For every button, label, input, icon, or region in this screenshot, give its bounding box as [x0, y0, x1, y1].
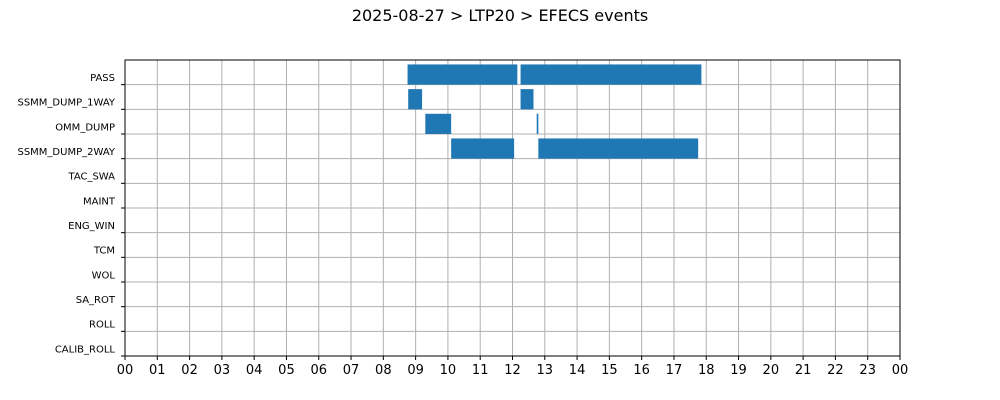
event-bar-ssmm-dump-1way — [408, 89, 423, 110]
x-tick-label: 00 — [117, 363, 134, 378]
x-tick-label: 04 — [246, 363, 263, 378]
x-tick-label: 07 — [343, 363, 360, 378]
x-tick-label: 20 — [763, 363, 780, 378]
x-tick-label: 03 — [214, 363, 231, 378]
category-label-ssmm-dump-1way: SSMM_DUMP_1WAY — [17, 98, 115, 109]
x-tick-label: 09 — [407, 363, 424, 378]
x-tick-label: 10 — [440, 363, 457, 378]
category-label-ssmm-dump-2way: SSMM_DUMP_2WAY — [17, 147, 115, 158]
x-tick-label: 21 — [795, 363, 812, 378]
x-tick-label: 13 — [537, 363, 554, 378]
x-tick-label: 22 — [827, 363, 844, 378]
event-bar-ssmm-dump-2way — [538, 138, 699, 159]
hour-tick-labels: 00 01 02 03 04 05 06 07 08 09 10 11 12 13 14 15 16 17 18 19… — [117, 363, 909, 378]
x-tick-label: 05 — [278, 363, 295, 378]
category-label-sa-rot: SA_ROT — [76, 295, 116, 306]
category-label-maint: MAINT — [83, 196, 116, 207]
grid-lines — [121, 60, 901, 360]
x-tick-label: 06 — [310, 363, 327, 378]
category-label-tcm: TCM — [93, 246, 115, 257]
event-bar-ssmm-dump-2way — [451, 138, 515, 159]
category-label-omm-dump: OMM_DUMP — [55, 122, 115, 133]
x-tick-label: 01 — [149, 363, 166, 378]
category-label-eng-win: ENG_WIN — [68, 221, 115, 232]
event-bar-pass — [520, 64, 702, 85]
category-label-pass: PASS — [90, 73, 115, 84]
x-tick-label: 14 — [569, 363, 586, 378]
x-tick-label: 16 — [633, 363, 650, 378]
x-tick-label: 02 — [181, 363, 198, 378]
x-tick-label: 08 — [375, 363, 392, 378]
category-labels: PASS SSMM_DUMP_1WAY OMM_DUMP SSMM_DUMP_2WAY… — [17, 73, 115, 355]
chart-title: 2025-08-27 > LTP20 > EFECS events — [351, 6, 649, 25]
plot-frame — [124, 59, 901, 357]
category-label-wol: WOL — [92, 270, 116, 281]
category-label-tac-swa: TAC_SWA — [67, 172, 115, 183]
x-tick-label: 23 — [859, 363, 876, 378]
x-tick-label: 12 — [504, 363, 521, 378]
event-bar-pass — [407, 64, 518, 85]
category-label-roll: ROLL — [89, 320, 115, 331]
x-tick-label: 18 — [698, 363, 715, 378]
x-tick-label: 17 — [666, 363, 683, 378]
x-tick-label: 15 — [601, 363, 618, 378]
x-tick-label: 00 — [892, 363, 909, 378]
event-bar-ssmm-dump-1way — [520, 89, 534, 110]
category-label-calib-roll: CALIB_ROLL — [55, 344, 116, 355]
x-tick-label: 19 — [730, 363, 747, 378]
event-bar-omm-dump — [536, 113, 539, 134]
event-bars — [407, 64, 702, 159]
x-tick-label: 11 — [472, 363, 489, 378]
event-bar-omm-dump — [425, 113, 452, 134]
